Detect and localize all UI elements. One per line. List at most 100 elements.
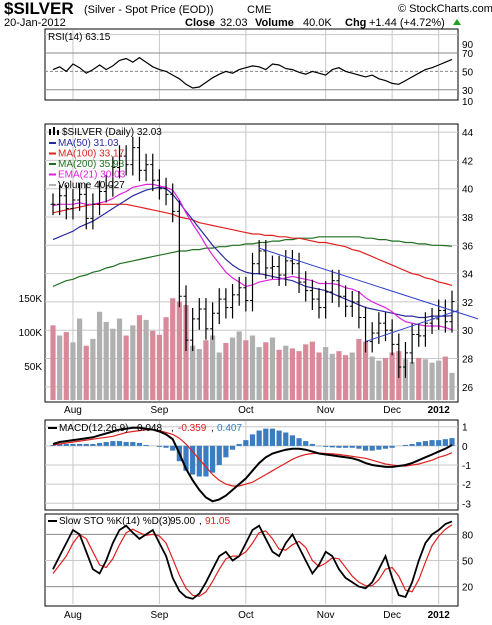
macd-signal-line: [52, 429, 453, 487]
macd-hist-bar: [90, 443, 96, 446]
macd-hist-bar: [203, 445, 209, 477]
macd-hist-bar: [336, 445, 342, 448]
chg-value: +1.44 (+4.72%): [369, 17, 445, 29]
volume-bar: [63, 332, 69, 400]
macd-hist-bar: [229, 445, 236, 450]
macd-tick-label-2: -1: [462, 461, 471, 472]
macd-hist-bar: [416, 442, 422, 446]
volume-bar: [323, 347, 329, 400]
ohlc-legend-icon: [57, 130, 59, 135]
volume-bar: [170, 298, 176, 400]
volume-bar: [416, 357, 422, 400]
x-tick-label-top-3: Nov: [317, 405, 335, 416]
macd-histogram: [50, 428, 455, 477]
rsi-gridlines: [45, 30, 458, 99]
macd-hist-bar: [389, 445, 395, 448]
macd-hist-bar: [296, 438, 302, 446]
volume-bar: [96, 311, 103, 400]
volume-bar: [429, 362, 435, 400]
macd-hist-bar: [110, 441, 116, 446]
price-legend-label-3: EMA(21) 30.03: [58, 170, 126, 181]
price-panel: 44 42 40 38 36 34 32 30 28 26 150K 100K 50K $SILVER…: [19, 123, 479, 403]
x-tick-label-top-5: 2012: [428, 405, 451, 416]
up-arrow-icon: [453, 19, 461, 25]
volume-bar: [336, 351, 342, 400]
x-tick-label-top-1: Sep: [151, 405, 169, 416]
volume-bar: [309, 341, 315, 400]
exchange-label: CME: [247, 4, 271, 16]
volume-bar: [263, 342, 269, 400]
macd-hist-bar: [130, 442, 136, 446]
x-tick-label-bottom-2: Oct: [238, 610, 254, 621]
chg-label: Chg: [345, 17, 366, 29]
price-tick-label-9: 26: [462, 383, 474, 394]
macd-separator-1: ,: [171, 423, 174, 434]
macd-hist-bar: [136, 443, 143, 446]
macd-hist-bar: [276, 430, 282, 446]
volume-bar: [236, 331, 242, 400]
price-tick-label-1: 42: [462, 156, 474, 167]
macd-hist-bar: [70, 443, 76, 446]
volume-bar: [57, 335, 63, 400]
macd-hist-bar: [329, 445, 335, 448]
rsi-tick-label-0: 90: [462, 40, 474, 51]
macd-hist-bar: [449, 438, 455, 446]
macd-hist-bar: [183, 445, 189, 471]
rsi-tick-label-3: 30: [462, 86, 474, 97]
macd-panel: 1 0 -1 -2 -3 MACD(12,26,9) 0.048 , -0.359 , …: [44, 419, 471, 511]
symbol-description: (Silver - Spot Price (EOD)): [84, 4, 214, 16]
sto-gridlines: [45, 517, 458, 604]
volume-bar: [276, 349, 282, 400]
macd-hist-bar: [362, 445, 369, 451]
macd-value: 0.048: [137, 423, 162, 434]
macd-separator-2: ,: [211, 423, 214, 434]
price-bars: [50, 136, 455, 378]
price-tick-label-8: 28: [462, 355, 474, 366]
date-label: 20-Jan-2012: [4, 17, 66, 29]
x-axis-top: Aug Sep Oct Nov Dec 2012: [64, 405, 450, 416]
macd-hist-bar: [116, 441, 123, 446]
macd-hist-bar: [382, 445, 389, 449]
ma200-line: [52, 236, 453, 287]
price-tick-label-0: 44: [462, 128, 474, 139]
x-tick-label-bottom-3: Nov: [317, 610, 335, 621]
volume-bar: [70, 342, 76, 400]
price-frame: [44, 123, 459, 403]
macd-legend: MACD(12,26,9) 0.048 , -0.359 , 0.407: [48, 423, 242, 434]
volume-bar: [163, 317, 169, 400]
volume-bar: [50, 325, 56, 400]
price-tick-label-3: 38: [462, 213, 474, 224]
rsi-tick-label-2: 50: [462, 67, 474, 78]
volume-bar: [229, 337, 236, 400]
volume-bar: [150, 330, 156, 400]
volume-bar: [442, 356, 448, 400]
trend-line-down: [258, 247, 479, 320]
rsi-legend: RSI(14) 63.15: [48, 32, 111, 43]
x-tick-label-bottom-1: Sep: [151, 610, 169, 621]
close-label: Close: [185, 17, 215, 29]
macd-hist-bar: [349, 445, 355, 448]
macd-hist-bar: [343, 445, 349, 448]
volume-bar: [329, 353, 335, 400]
macd-hist-bar: [269, 428, 276, 446]
sto-k-line: [52, 520, 453, 600]
price-legend-label-4: Volume 40,027: [58, 180, 125, 191]
rsi-frame: [44, 28, 459, 101]
macd-hist-bar: [103, 442, 109, 446]
price-title: $SILVER (Daily) 32.03: [62, 127, 162, 138]
volume-bar: [449, 372, 455, 400]
price-tick-label-7: 30: [462, 326, 474, 337]
macd-hist-bar: [369, 445, 375, 451]
macd-hist-bar: [123, 442, 129, 446]
price-tick-label-6: 32: [462, 298, 474, 309]
volume-value: 40.0K: [303, 17, 332, 29]
macd-hist-bar: [83, 443, 89, 446]
macd-hist-bar: [196, 445, 202, 477]
macd-hist-bar: [409, 443, 415, 446]
volume-bar: [316, 352, 322, 400]
macd-tick-label-3: -2: [462, 480, 471, 491]
macd-hist-bar: [236, 443, 242, 446]
